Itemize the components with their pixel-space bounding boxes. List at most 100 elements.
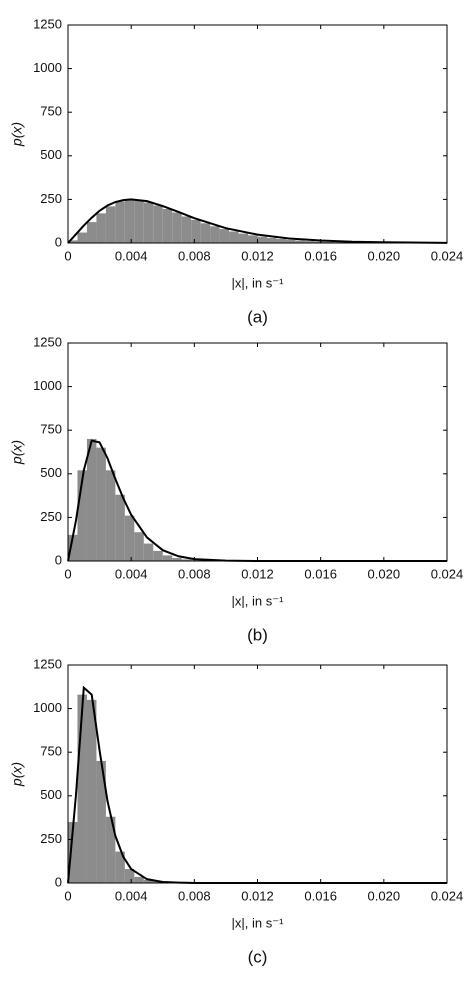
- histogram-bar: [77, 694, 87, 883]
- histogram-bar: [68, 821, 78, 883]
- histogram-bar: [314, 241, 324, 243]
- histogram-bar: [200, 223, 211, 243]
- histogram-bar: [257, 236, 267, 243]
- histogram-bar: [295, 240, 305, 243]
- histogram-bar: [96, 447, 106, 561]
- y-axis-label: p(x): [9, 122, 25, 147]
- histogram-bar: [134, 200, 144, 243]
- histogram-bar: [191, 219, 201, 243]
- x-tick-label: 0.008: [178, 248, 211, 263]
- x-tick-label: 0.004: [115, 888, 148, 903]
- x-axis-label: |x|, in s⁻¹: [232, 593, 285, 608]
- x-tick-label: 0.008: [178, 566, 211, 581]
- y-tick-label: 500: [40, 147, 62, 162]
- histogram-bar: [124, 199, 135, 243]
- x-tick-label: 0: [64, 566, 71, 581]
- histogram-bar: [304, 241, 315, 243]
- histogram-bar: [323, 241, 334, 243]
- histogram-bar: [172, 212, 182, 243]
- y-tick-label: 1000: [33, 60, 62, 75]
- y-tick-label: 1250: [33, 16, 62, 31]
- histogram-bar: [172, 558, 182, 561]
- histogram-bar: [115, 494, 125, 561]
- histogram-bar: [210, 226, 220, 243]
- histogram-bar: [96, 213, 106, 243]
- plot-frame: [67, 664, 448, 884]
- x-tick-label: 0.024: [431, 248, 464, 263]
- histogram-bar: [134, 876, 144, 883]
- histogram-bar: [86, 699, 97, 883]
- x-tick-label: 0.008: [178, 888, 211, 903]
- histogram-bar: [143, 879, 154, 883]
- x-tick-label: 0.004: [115, 566, 148, 581]
- caption: (c): [248, 947, 268, 966]
- x-tick-label: 0.024: [431, 566, 464, 581]
- x-axis-label: |x|, in s⁻¹: [232, 275, 285, 290]
- x-axis-label: |x|, in s⁻¹: [232, 915, 285, 930]
- histogram-bar: [115, 851, 125, 883]
- histogram-bar: [124, 515, 135, 561]
- x-tick-label: 0.020: [368, 888, 401, 903]
- y-tick-label: 0: [55, 234, 62, 249]
- y-tick-label: 250: [40, 191, 62, 206]
- histogram-bar: [181, 216, 192, 243]
- y-tick-label: 1250: [33, 334, 62, 349]
- caption: (b): [247, 625, 268, 644]
- x-tick-label: 0.016: [304, 248, 337, 263]
- histogram-bar: [105, 816, 116, 883]
- y-tick-label: 750: [40, 744, 62, 759]
- histogram-bar: [153, 205, 163, 243]
- y-tick-label: 500: [40, 465, 62, 480]
- histogram-bar: [285, 239, 296, 243]
- y-axis-label: p(x): [9, 762, 25, 787]
- y-tick-label: 1000: [33, 378, 62, 393]
- x-tick-label: 0.004: [115, 248, 148, 263]
- caption: (a): [247, 307, 268, 326]
- histogram-bar: [96, 760, 106, 883]
- x-tick-label: 0.012: [241, 888, 274, 903]
- y-tick-label: 500: [40, 787, 62, 802]
- histogram-bar: [124, 869, 135, 883]
- histogram-bar: [153, 550, 163, 561]
- x-tick-label: 0.020: [368, 566, 401, 581]
- y-tick-label: 750: [40, 104, 62, 119]
- histogram-bar: [238, 233, 249, 243]
- x-tick-label: 0.020: [368, 248, 401, 263]
- histogram-bar: [162, 555, 173, 561]
- histogram-bar: [219, 229, 230, 243]
- histogram-bar: [115, 201, 125, 243]
- x-tick-label: 0.024: [431, 888, 464, 903]
- histogram-bar: [266, 237, 277, 243]
- y-tick-label: 250: [40, 831, 62, 846]
- histogram-bar: [105, 470, 116, 561]
- histogram-bar: [181, 559, 192, 561]
- x-tick-label: 0.012: [241, 566, 274, 581]
- x-tick-label: 0: [64, 888, 71, 903]
- y-tick-label: 0: [55, 874, 62, 889]
- y-axis-label: p(x): [9, 440, 25, 465]
- y-tick-label: 0: [55, 552, 62, 567]
- y-tick-label: 750: [40, 422, 62, 437]
- histogram-bar: [68, 534, 78, 561]
- histogram-bar: [229, 231, 239, 243]
- x-tick-label: 0: [64, 248, 71, 263]
- histogram-bar: [143, 543, 154, 561]
- fit-curve: [67, 198, 448, 244]
- histogram-bar: [77, 470, 87, 561]
- x-tick-label: 0.012: [241, 248, 274, 263]
- histogram-bar: [162, 208, 173, 243]
- y-tick-label: 250: [40, 509, 62, 524]
- histogram-bar: [276, 238, 286, 243]
- y-tick-label: 1250: [33, 656, 62, 671]
- histogram-bar: [134, 532, 144, 561]
- x-tick-label: 0.016: [304, 888, 337, 903]
- histogram-bar: [105, 206, 116, 243]
- histogram-bar: [68, 240, 78, 243]
- histogram-bar: [248, 235, 258, 243]
- histogram-bar: [143, 202, 154, 243]
- histogram-bar: [77, 232, 87, 243]
- histogram-bar: [86, 222, 97, 243]
- y-tick-label: 1000: [33, 700, 62, 715]
